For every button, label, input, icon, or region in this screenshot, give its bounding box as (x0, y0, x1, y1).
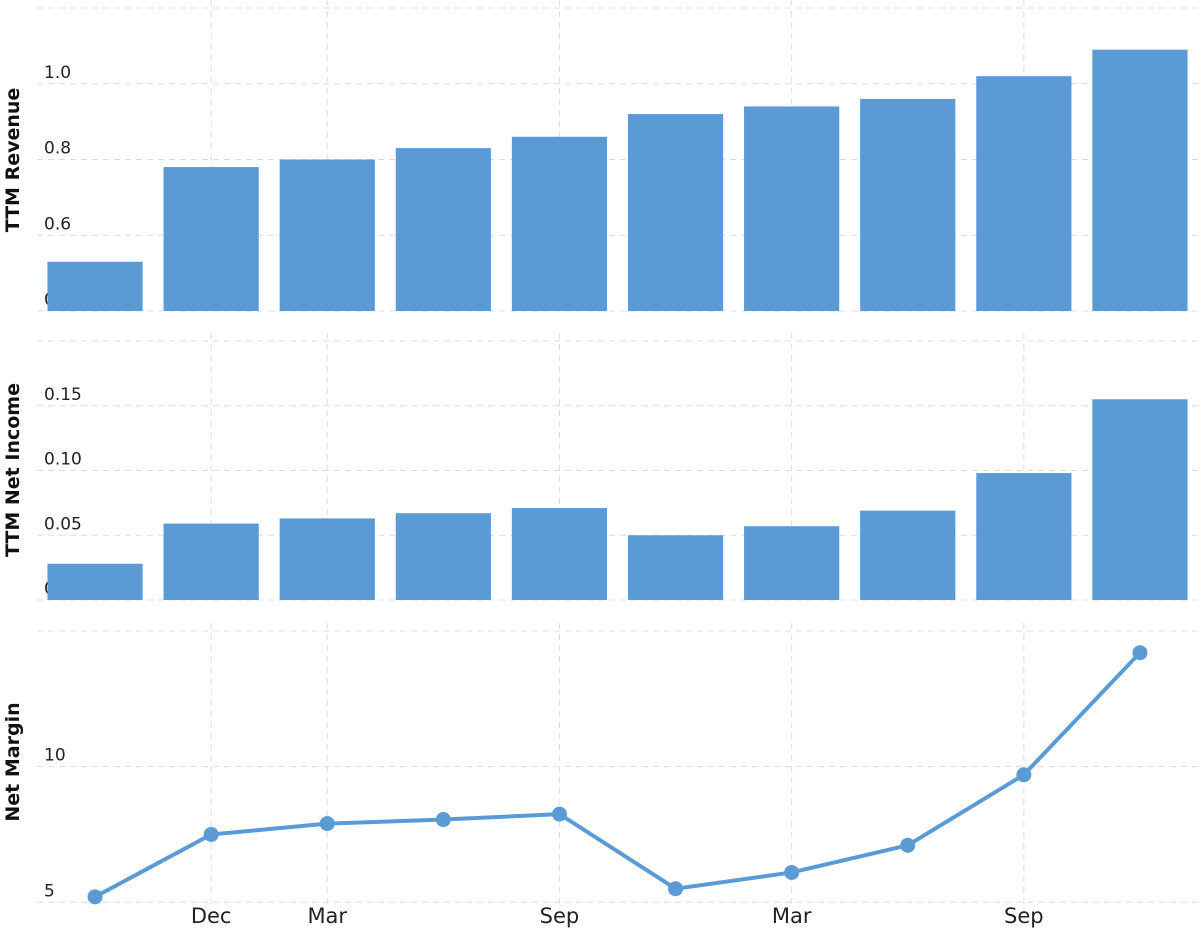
revenue-bar[interactable] (1092, 49, 1188, 311)
y-tick-label: 0.6 (44, 214, 71, 234)
net-income-bar[interactable] (976, 473, 1072, 600)
x-axis: Dec Mar Sep Mar Sep (191, 904, 1044, 928)
y-tick-label: 10 (44, 746, 66, 766)
y-tick-label: 0.10 (44, 450, 82, 470)
y-tick-label: 5 (44, 881, 55, 901)
revenue-bar[interactable] (395, 148, 491, 311)
y-tick-label: 0.15 (44, 385, 82, 405)
net-income-bar[interactable] (860, 510, 956, 600)
revenue-bar[interactable] (860, 98, 956, 312)
net-margin-point[interactable] (435, 812, 451, 828)
y-tick-label: 1.0 (44, 63, 71, 83)
revenue-bar[interactable] (744, 106, 840, 311)
net-margin-point[interactable] (784, 864, 800, 880)
net-income-bar[interactable] (1092, 399, 1188, 600)
y-tick-label: 0.8 (44, 139, 71, 159)
net-margin-point[interactable] (1132, 645, 1148, 661)
net-margin-point[interactable] (551, 806, 567, 822)
net-margin-point[interactable] (319, 816, 335, 832)
revenue-bar[interactable] (163, 167, 259, 311)
y-axis-title: Net Margin (2, 702, 24, 821)
x-tick-label: Mar (307, 904, 347, 928)
x-tick-label: Dec (191, 904, 232, 928)
net-margin-point[interactable] (87, 889, 103, 905)
x-tick-label: Sep (1004, 904, 1044, 928)
net-income-bar[interactable] (744, 526, 840, 600)
net-margin-point[interactable] (203, 826, 219, 842)
net-margin-line (94, 651, 1142, 899)
y-axis-title: TTM Revenue (2, 88, 24, 233)
x-tick-label: Sep (540, 904, 580, 928)
revenue-bar[interactable] (279, 159, 375, 312)
net-margin-point[interactable] (668, 881, 684, 897)
net-income-bar[interactable] (47, 563, 143, 600)
net-margin-point[interactable] (900, 837, 916, 853)
x-tick-label: Mar (772, 904, 812, 928)
revenue-bar[interactable] (511, 136, 608, 311)
net-income-bar[interactable] (395, 513, 491, 600)
net-margin-point[interactable] (1016, 767, 1032, 783)
revenue-bar[interactable] (627, 114, 724, 311)
y-axis-title: TTM Net Income (2, 383, 24, 557)
net-income-bar[interactable] (279, 518, 375, 600)
net-income-bar[interactable] (511, 508, 608, 600)
net-income-bar[interactable] (163, 523, 259, 600)
net-margin-panel: 5 10 Net Margin (2, 623, 1200, 905)
y-tick-label: 0.05 (44, 514, 82, 534)
net-income-bar[interactable] (627, 535, 724, 600)
revenue-bar[interactable] (47, 261, 143, 311)
revenue-bar[interactable] (976, 76, 1072, 311)
